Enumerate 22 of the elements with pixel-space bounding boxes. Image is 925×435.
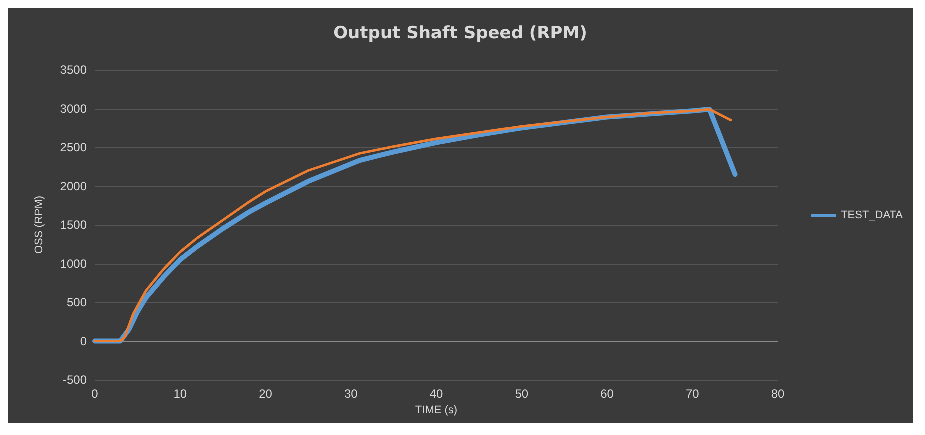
y-tick-label: 3000 [60, 102, 88, 116]
y-tick-label: 3500 [60, 63, 88, 77]
y-tick-label: 1000 [60, 256, 88, 271]
y-tick-label: 0 [80, 334, 88, 348]
x-axis-title: TIME (s) [415, 404, 458, 416]
x-tick-label: 80 [771, 387, 785, 401]
x-tick-label: 10 [174, 387, 188, 401]
chart-title: Output Shaft Speed (RPM) [334, 24, 588, 44]
x-tick-label: 70 [686, 387, 700, 401]
legend-label: TEST_DATA [841, 210, 904, 222]
x-tick-label: 60 [600, 387, 614, 401]
y-axis-title: OSS (RPM) [34, 196, 46, 254]
y-tick-label: 1500 [60, 218, 88, 232]
x-tick-label: 0 [92, 387, 99, 401]
y-tick-label: -500 [62, 373, 88, 387]
x-tick-label: 20 [259, 387, 273, 401]
x-tick-label: 30 [344, 387, 358, 401]
y-tick-label: 2000 [60, 179, 88, 194]
x-tick-label: 50 [515, 387, 529, 401]
x-tick-label: 40 [430, 387, 444, 401]
y-tick-label: 500 [66, 296, 88, 310]
y-tick-label: 2500 [60, 140, 88, 154]
